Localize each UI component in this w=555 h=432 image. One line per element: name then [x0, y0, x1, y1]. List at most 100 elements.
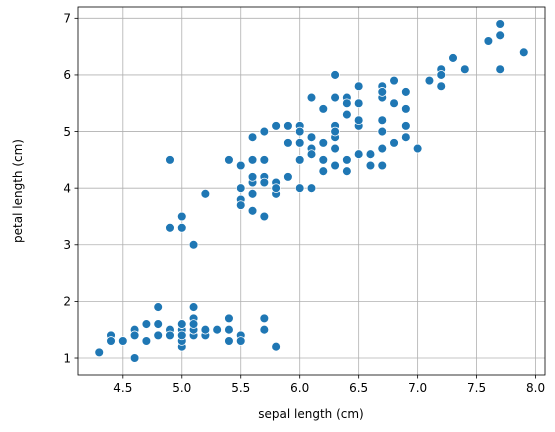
data-point [342, 109, 352, 120]
data-point [436, 70, 446, 80]
data-point [235, 200, 246, 210]
data-point [177, 330, 187, 341]
data-point [518, 47, 529, 58]
data-point [424, 75, 435, 86]
x-tick-label: 5.5 [231, 381, 250, 395]
data-point [271, 183, 281, 193]
data-point [294, 126, 305, 137]
data-point [401, 104, 411, 114]
data-point [353, 115, 364, 126]
y-tick-label: 1 [63, 351, 71, 365]
data-point [153, 330, 163, 341]
data-point [259, 324, 270, 335]
y-axis-label: petal length (cm) [11, 139, 25, 243]
data-point [306, 149, 317, 159]
data-point [401, 87, 411, 97]
data-point [165, 155, 175, 165]
data-point [271, 341, 281, 352]
data-point [247, 155, 258, 165]
x-axis: 4.5 5.0 5.5 6.0 6.5 7.0 7.5 8.0 [113, 375, 545, 395]
data-point [224, 336, 234, 346]
x-tick-label: 6.0 [290, 381, 309, 395]
data-point [389, 98, 399, 109]
data-point [247, 189, 258, 199]
data-point [306, 132, 317, 142]
data-point [165, 330, 175, 341]
data-point [200, 324, 211, 335]
data-point [129, 353, 140, 363]
data-point [353, 81, 364, 92]
data-point [200, 189, 211, 199]
data-point [177, 223, 187, 233]
data-point [259, 211, 270, 222]
data-point [153, 302, 163, 312]
x-tick-label: 6.5 [349, 381, 368, 395]
data-point [224, 324, 234, 335]
data-point [318, 104, 329, 114]
y-tick-label: 6 [63, 68, 71, 82]
data-point [235, 336, 246, 346]
data-point [141, 319, 152, 329]
gridlines [78, 7, 545, 375]
data-point [342, 155, 352, 165]
data-points [94, 19, 529, 363]
data-point [94, 347, 105, 358]
data-point [188, 319, 199, 329]
x-axis-label: sepal length (cm) [258, 407, 363, 421]
y-tick-label: 5 [63, 125, 71, 139]
data-point [318, 155, 329, 165]
data-point [389, 75, 399, 86]
data-point [235, 183, 246, 193]
x-tick-label: 7.5 [467, 381, 486, 395]
data-point [342, 166, 352, 176]
y-tick-label: 4 [63, 181, 71, 195]
data-point [224, 155, 234, 165]
data-point [365, 149, 376, 159]
x-tick-label: 5.0 [172, 381, 191, 395]
data-point [153, 319, 163, 329]
x-tick-label: 4.5 [113, 381, 132, 395]
data-point [283, 138, 293, 148]
y-tick-label: 3 [63, 238, 71, 252]
data-point [318, 166, 329, 176]
data-point [283, 172, 293, 182]
data-point [259, 126, 270, 137]
data-point [377, 87, 388, 97]
data-point [353, 149, 364, 159]
x-tick-label: 8.0 [526, 381, 545, 395]
data-point [224, 313, 234, 324]
data-point [306, 92, 317, 103]
data-point [118, 336, 128, 346]
data-point [448, 53, 458, 63]
data-point [389, 138, 399, 148]
y-axis: 1 2 3 4 5 6 7 [63, 12, 78, 365]
data-point [330, 160, 340, 171]
data-point [377, 160, 388, 171]
data-point [188, 240, 199, 250]
data-point [495, 19, 505, 29]
data-point [259, 313, 270, 324]
data-point [483, 36, 494, 46]
data-point [495, 30, 505, 41]
data-point [330, 92, 340, 103]
data-point [495, 64, 505, 75]
data-point [212, 324, 222, 335]
data-point [141, 336, 152, 346]
data-point [283, 121, 293, 131]
data-point [294, 138, 305, 148]
data-point [377, 143, 388, 154]
data-point [318, 138, 329, 148]
data-point [106, 336, 116, 346]
y-tick-label: 7 [63, 12, 71, 26]
data-point [294, 155, 305, 165]
data-point [165, 223, 175, 233]
data-point [401, 132, 411, 142]
data-point [294, 183, 305, 193]
data-point [412, 143, 423, 154]
data-point [271, 121, 281, 131]
data-point [436, 81, 446, 92]
data-point [247, 172, 258, 182]
data-point [365, 160, 376, 171]
